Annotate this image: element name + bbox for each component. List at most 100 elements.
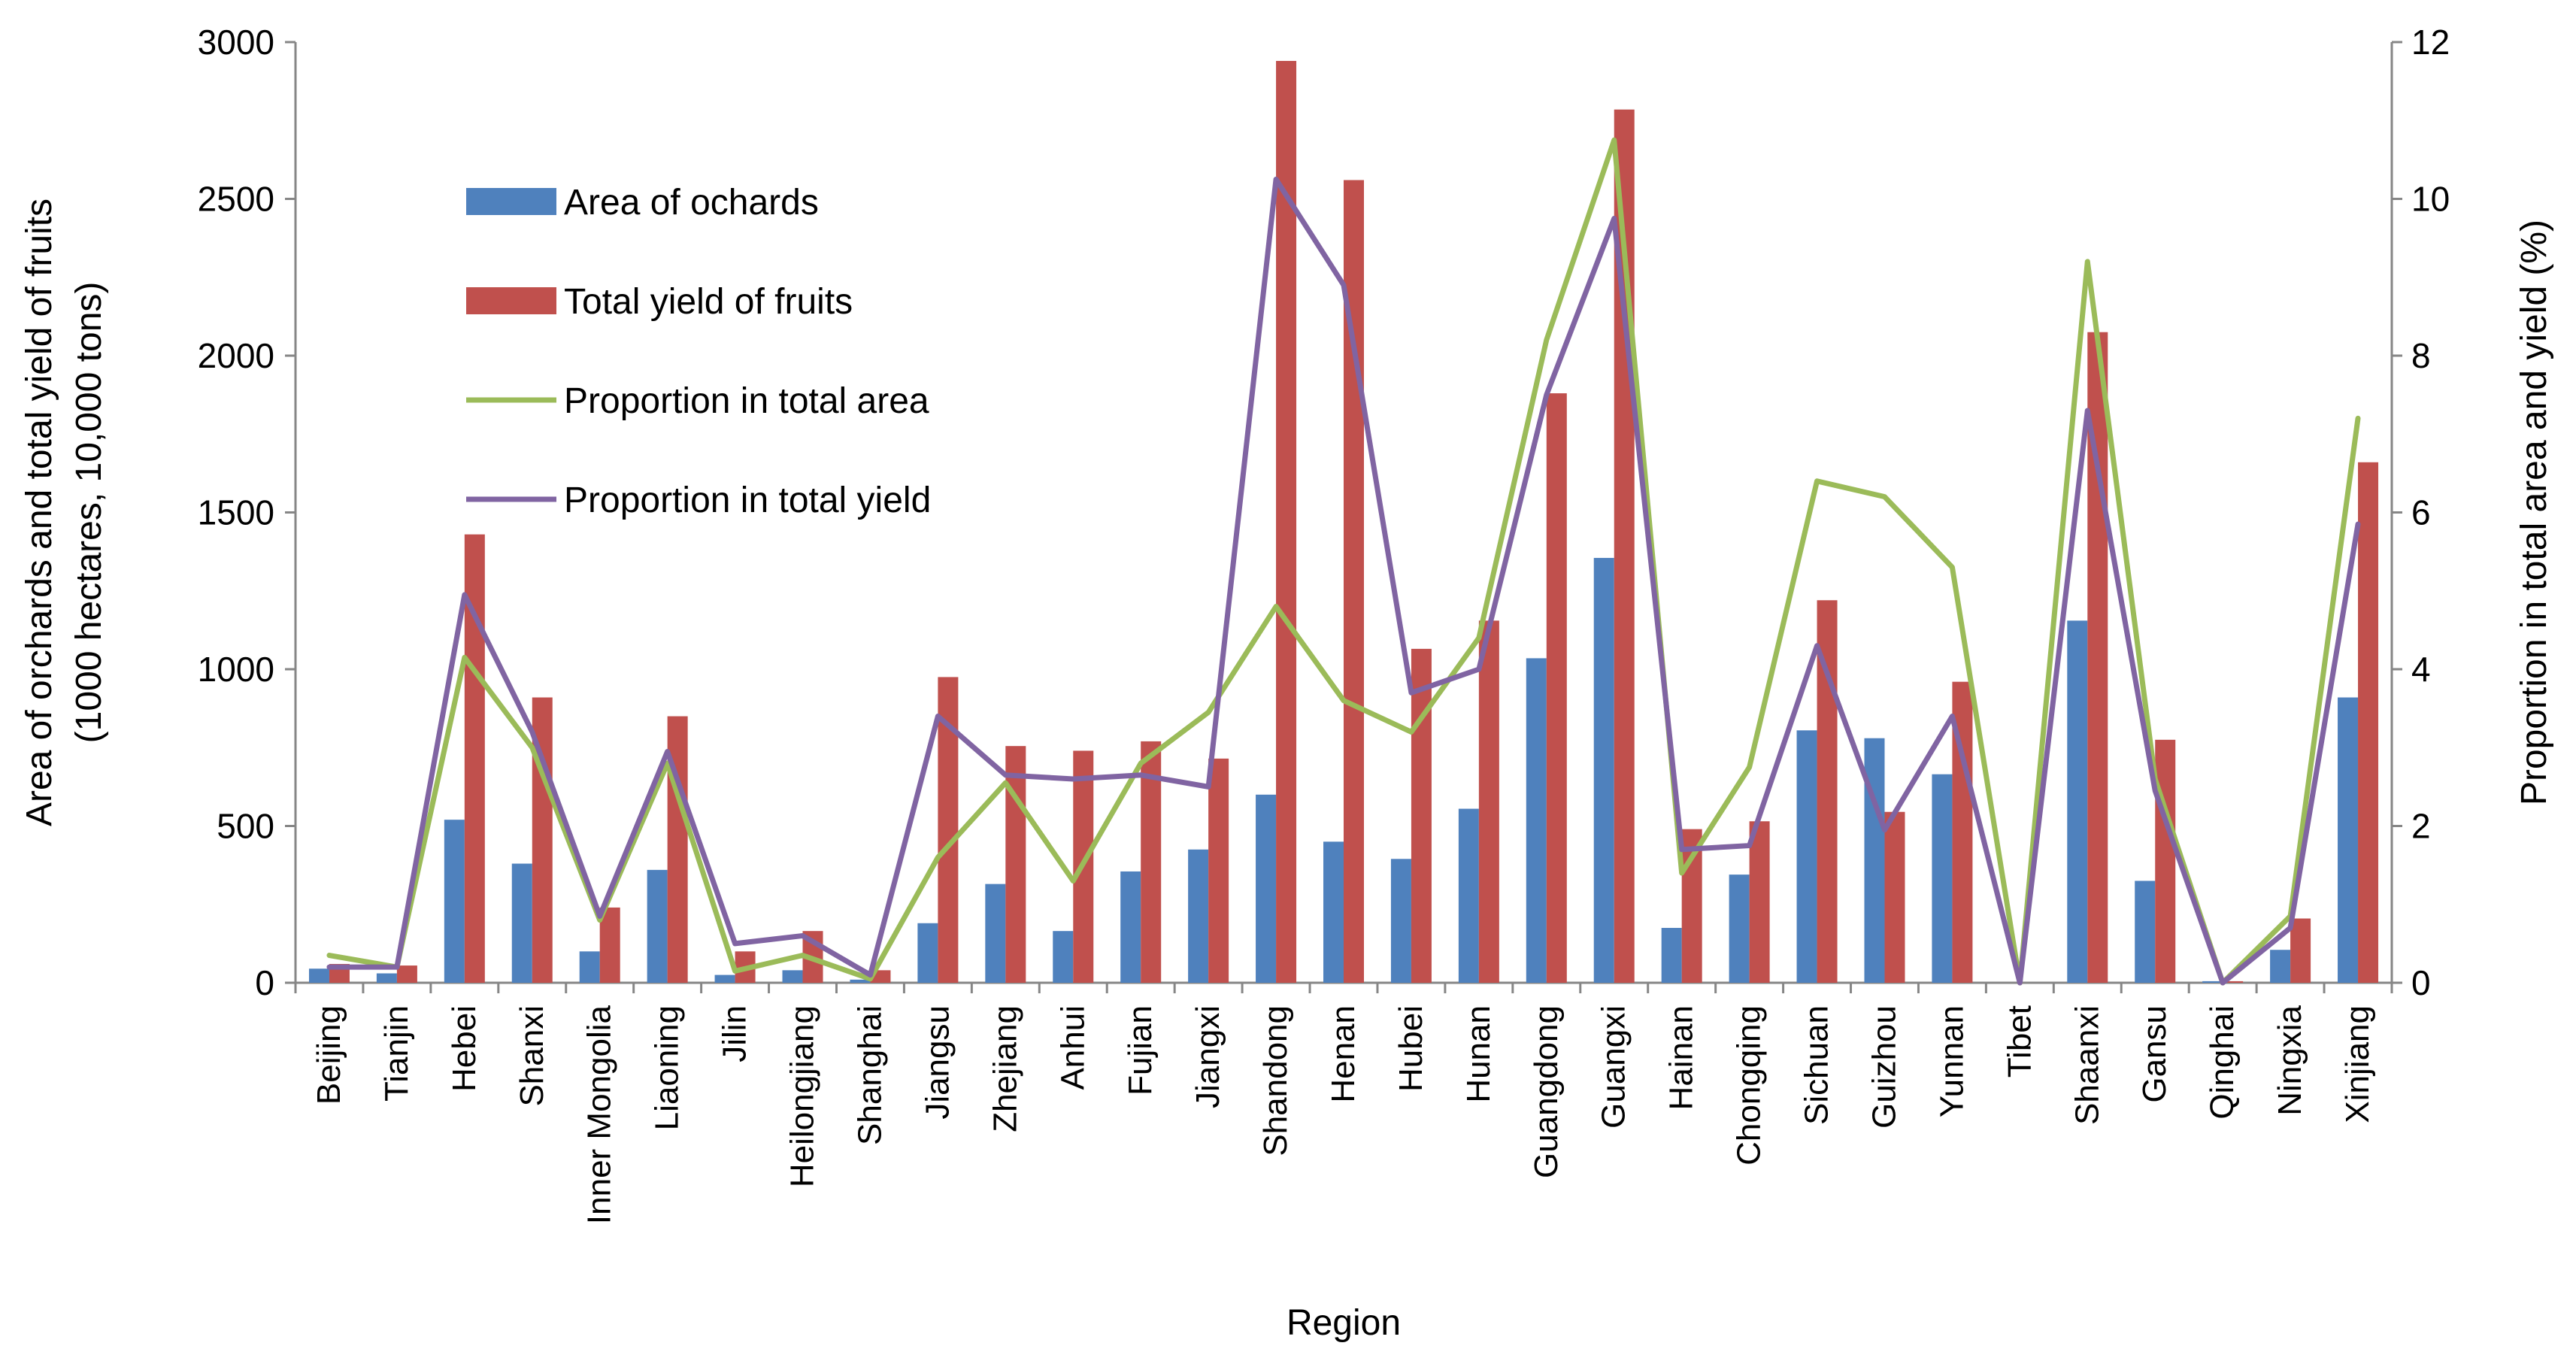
bar-yield-ningxia [2290, 918, 2311, 983]
bar-area-xinjiang [2338, 697, 2359, 983]
bar-area-chongqing [1729, 874, 1750, 983]
labels-layer: Beijing Tianjin Hebei Shanxi Inner Mongolia L… [20, 199, 2554, 1343]
legend-label: Total yield of fruits [564, 282, 853, 322]
x-tick-label: Qinghai [2204, 1005, 2241, 1120]
x-tick-label: Fujian [1122, 1005, 1159, 1096]
y-left-tick-label: 2500 [198, 180, 274, 219]
bar-yield-inner-mongolia [599, 907, 620, 983]
bar-area-fujian [1120, 871, 1141, 983]
bar-area-hunan [1458, 808, 1479, 983]
legend-label: Area of ochards [564, 183, 819, 223]
bar-area-sichuan [1796, 730, 1817, 983]
bar-yield-hebei [464, 534, 485, 983]
y-left-tick-label: 500 [217, 807, 274, 846]
y-right-tick-label: 12 [2411, 23, 2450, 62]
bar-area-jilin [714, 975, 735, 983]
y-left-tick-label: 1000 [198, 650, 274, 689]
y-right-tick-label: 6 [2411, 493, 2431, 532]
x-tick-label: Heilongjiang [784, 1005, 821, 1187]
bar-yield-guizhou [1884, 811, 1905, 983]
y-axis-left-title-line1: Area of orchards and total yield of frui… [20, 199, 59, 826]
x-tick-label: Guizhou [1865, 1005, 1902, 1129]
axes-layer: 0 500 1000 1500 2000 2500 3000 0 2 4 6 8 10 12 [198, 23, 2450, 1002]
bar-yield-tianjin [396, 965, 417, 983]
x-tick-label: Hainan [1663, 1005, 1700, 1110]
x-tick-label: Tibet [2001, 1005, 2038, 1078]
bar-yield-hainan [1681, 829, 1702, 983]
y-axis-right-title: Proportion in total area and yield (%) [2514, 220, 2554, 805]
x-tick-label: Zhejiang [986, 1005, 1023, 1132]
x-tick-label: Shandong [1257, 1005, 1294, 1156]
y-right-tick-label: 4 [2411, 650, 2431, 689]
bar-yield-fujian [1141, 741, 1162, 983]
bar-yield-sichuan [1817, 600, 1838, 983]
x-tick-label: Yunnan [1933, 1005, 1970, 1117]
y-right-tick-label: 10 [2411, 180, 2450, 219]
bar-area-guangxi [1593, 557, 1614, 983]
x-tick-label: Ningxia [2271, 1005, 2308, 1115]
bar-area-heilongjiang [782, 970, 803, 983]
bar-area-qinghai [2202, 981, 2223, 983]
legend-label: Proportion in total yield [564, 480, 931, 520]
bar-area-inner-mongolia [579, 951, 600, 983]
x-tick-label: Hunan [1460, 1005, 1497, 1103]
x-tick-label: Shanxi [514, 1005, 550, 1107]
y-axis-left-title-line2: (1000 hectares, 10,000 tons) [69, 282, 109, 744]
bar-area-anhui [1053, 931, 1074, 983]
legend-label: Proportion in total area [564, 381, 929, 421]
x-tick-label: Beijing [311, 1005, 347, 1105]
legend: Area of ochards Total yield of fruits Prop… [466, 183, 931, 520]
bar-yield-jiangxi [1208, 758, 1229, 983]
bar-area-beijing [308, 968, 329, 983]
bar-yield-zhejiang [1005, 746, 1026, 983]
x-tick-label: Hubei [1393, 1005, 1429, 1092]
bar-yield-hunan [1478, 620, 1499, 983]
bar-yield-hubei [1411, 648, 1432, 983]
x-tick-label: Gansu [2136, 1005, 2173, 1103]
bar-yield-guangdong [1546, 393, 1567, 983]
x-tick-label: Jiangxi [1190, 1005, 1226, 1108]
legend-swatch-area-bar [466, 188, 556, 215]
bar-area-zhejiang [985, 884, 1006, 983]
x-tick-label: Anhui [1054, 1005, 1091, 1090]
x-tick-label: Guangxi [1596, 1005, 1632, 1129]
bar-area-shanghai [850, 979, 871, 983]
x-tick-label: Hebei [446, 1005, 483, 1092]
bar-area-guizhou [1864, 738, 1885, 983]
bar-area-henan [1323, 841, 1344, 983]
lines-layer [326, 137, 2361, 986]
bar-area-jiangxi [1188, 849, 1209, 983]
bar-area-jiangsu [917, 923, 938, 983]
bar-area-hebei [444, 820, 465, 983]
x-tick-label: Shaanxi [2068, 1005, 2105, 1125]
bar-area-guangdong [1526, 658, 1547, 983]
bar-yield-chongqing [1749, 821, 1770, 983]
y-right-tick-label: 2 [2411, 807, 2431, 846]
line-proportion-yield [326, 176, 2361, 986]
y-left-tick-label: 1500 [198, 493, 274, 532]
x-tick-label: Jilin [717, 1005, 753, 1062]
bar-area-shanxi [511, 863, 532, 983]
y-right-tick-label: 0 [2411, 963, 2431, 1002]
bar-area-gansu [2135, 881, 2156, 983]
x-tick-label: Sichuan [1799, 1005, 1835, 1125]
bar-yield-shandong [1276, 61, 1297, 983]
y-right-tick-label: 8 [2411, 336, 2431, 375]
bar-area-tianjin [376, 973, 397, 983]
bar-yield-qinghai [2223, 981, 2244, 983]
x-tick-label: Guangdong [1528, 1005, 1565, 1178]
x-tick-label: Tianjin [378, 1005, 415, 1102]
bar-yield-gansu [2155, 739, 2176, 983]
x-tick-label: Shanghai [851, 1005, 888, 1145]
bar-area-ningxia [2270, 950, 2291, 983]
x-tick-label: Chongqing [1731, 1005, 1768, 1165]
y-left-tick-label: 0 [255, 963, 274, 1002]
x-tick-label: Liaoning [649, 1005, 686, 1130]
y-left-tick-label: 3000 [198, 23, 274, 62]
legend-swatch-yield-bar [466, 287, 556, 314]
bar-yield-xinjiang [2358, 462, 2379, 983]
bar-area-hubei [1390, 859, 1411, 983]
bar-area-liaoning [647, 869, 668, 983]
